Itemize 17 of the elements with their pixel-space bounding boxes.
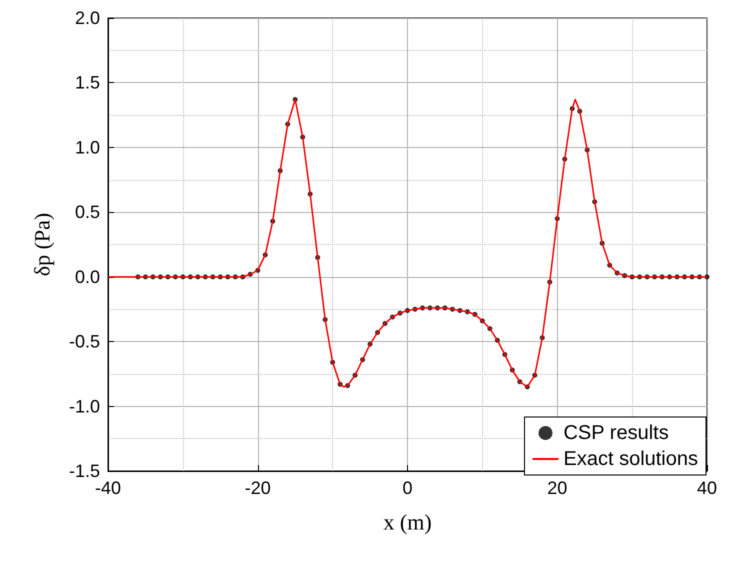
- y-axis-title: δp (Pa): [30, 212, 54, 276]
- y-tick-label: -0.5: [68, 332, 100, 352]
- y-tick-label: -1.0: [68, 396, 100, 416]
- x-tick-label: 40: [696, 478, 718, 498]
- y-tick-label: 0.0: [74, 266, 100, 287]
- y-tick-label: -1.5: [68, 461, 100, 481]
- y-tick-label: 0.5: [74, 202, 100, 222]
- x-tick-label: 0: [402, 478, 413, 498]
- y-tick-label: 1.5: [74, 72, 100, 93]
- x-axis-title: x (m): [383, 510, 432, 534]
- legend-label: Exact solutions: [563, 448, 698, 470]
- legend-label: CSP results: [563, 422, 669, 444]
- x-tick-label: -40: [94, 478, 122, 498]
- x-tick-label: 20: [547, 478, 568, 498]
- x-tick-label: -20: [244, 478, 271, 498]
- y-tick-label: 2.0: [74, 8, 100, 28]
- y-tick-label: 1.0: [74, 137, 100, 158]
